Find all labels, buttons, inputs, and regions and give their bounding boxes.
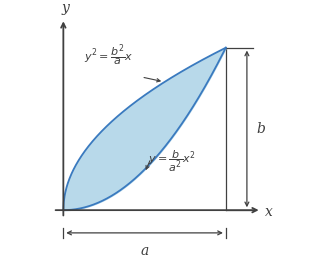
Text: $y=\dfrac{b}{a^2}x^2$: $y=\dfrac{b}{a^2}x^2$ [148,148,196,174]
Text: y: y [61,1,69,15]
Text: x: x [265,205,273,219]
Text: a: a [140,244,149,258]
Text: $y^2=\dfrac{b^2}{a}x$: $y^2=\dfrac{b^2}{a}x$ [84,43,134,69]
Text: b: b [257,122,266,136]
